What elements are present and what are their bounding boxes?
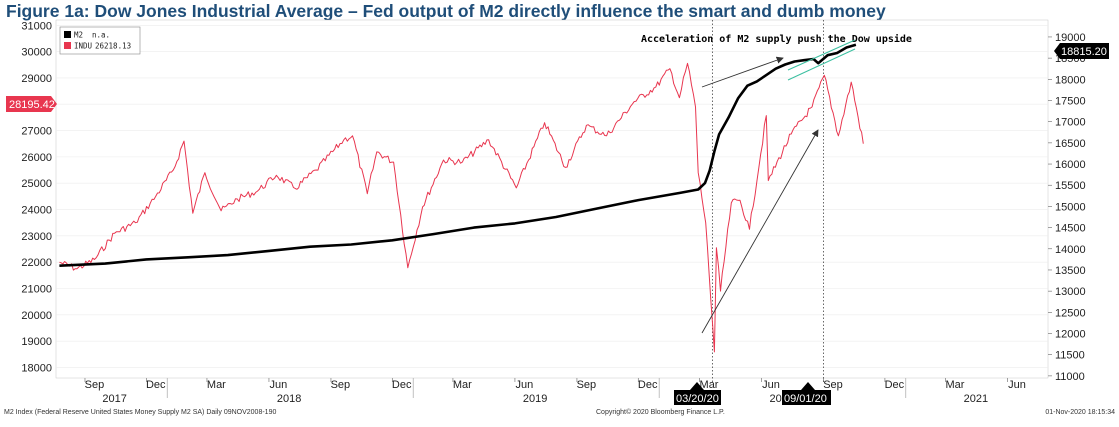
y-right-tick-label: 16500 [1055, 138, 1086, 150]
x-month-label: Mar [207, 379, 226, 391]
y-right-tick-label: 16000 [1055, 159, 1086, 171]
left-axis: 3100030000290002800027000260002500024000… [21, 20, 52, 374]
series-lines [59, 43, 864, 353]
x-month-label: Mar [946, 379, 965, 391]
right-value-flag: 18815.20 [1061, 46, 1107, 58]
arrow-m2-acceleration [701, 56, 784, 88]
y-right-tick-label: 17500 [1055, 95, 1086, 107]
y-right-tick-label: 18000 [1055, 74, 1086, 86]
legend-swatch-indu [64, 42, 71, 49]
y-right-tick-label: 19000 [1055, 32, 1086, 44]
footer-left: M2 Index (Federal Reserve United States … [4, 409, 276, 416]
x-month-label: Mar [453, 379, 472, 391]
footer-right: 01-Nov-2020 18:15:34 [1045, 409, 1115, 416]
y-left-tick-label: 19000 [21, 336, 52, 348]
x-month-label: Sep [85, 379, 105, 391]
y-left-tick-label: 29000 [21, 73, 52, 85]
legend-value-m2: n.a. [92, 31, 110, 40]
y-right-tick-label: 15500 [1055, 180, 1086, 192]
y-left-tick-label: 31000 [21, 20, 52, 32]
y-left-tick-label: 30000 [21, 47, 52, 59]
legend-label-indu: INDU [74, 42, 92, 51]
y-left-tick-label: 18000 [21, 362, 52, 374]
annotation-text: Acceleration of M2 supply push the Dow u… [641, 33, 912, 45]
date1-flag: 03/20/20 [676, 393, 719, 405]
y-right-tick-label: 15000 [1055, 201, 1086, 213]
grid [56, 24, 1048, 368]
y-left-tick-label: 23000 [21, 231, 52, 243]
y-right-tick-label: 12500 [1055, 307, 1086, 319]
right-axis: 19000 18500 18000 17500 17000 16500 16000 15500… [1048, 32, 1086, 383]
y-left-tick-label: 24000 [21, 205, 52, 217]
channel-upper [787, 39, 856, 71]
y-left-tick-label: 22000 [21, 257, 52, 269]
annotations: Acceleration of M2 supply push the Dow u… [641, 33, 912, 334]
x-month-label: Sep [823, 379, 843, 391]
y-right-tick-label: 17000 [1055, 117, 1086, 129]
legend-label-m2: M2 [74, 31, 83, 40]
m2-series-line [59, 43, 857, 267]
footer: M2 Index (Federal Reserve United States … [4, 408, 1115, 416]
flags: 28195.42 18815.20 03/20/20 09/01/20 [6, 43, 1109, 405]
plot-area [55, 19, 1049, 379]
date2-flag-shape [782, 382, 831, 405]
x-year-label: 2019 [523, 393, 547, 405]
y-right-tick-label: 14000 [1055, 244, 1086, 256]
y-right-tick-label: 18500 [1055, 53, 1086, 65]
x-axis-months: Sep Dec Mar Jun Sep Dec Mar Jun Sep Dec Mar Jun Sep D… [85, 378, 1026, 391]
y-right-tick-label: 13500 [1055, 265, 1086, 277]
x-month-label: Dec [146, 379, 166, 391]
y-right-tick-label: 14500 [1055, 223, 1086, 235]
y-right-tick-label: 13000 [1055, 286, 1086, 298]
y-right-tick-label: 12000 [1055, 329, 1086, 341]
x-month-label: Jun [762, 379, 780, 391]
left-value-flag: 28195.42 [9, 99, 55, 111]
date2-flag: 09/01/20 [784, 393, 827, 405]
x-month-label: Sep [331, 379, 351, 391]
x-month-label: Dec [885, 379, 905, 391]
legend-swatch-m2 [64, 31, 71, 38]
figure-title: Figure 1a: Dow Jones Industrial Average … [6, 1, 886, 21]
legend: M2 n.a. INDU 26218.13 [59, 26, 141, 55]
left-value-flag-shape [6, 96, 57, 112]
x-axis-years: 2017 2018 2019 2020 2021 [102, 378, 988, 405]
legend-value-indu: 26218.13 [95, 42, 131, 51]
indu-series-line [59, 62, 864, 353]
arrow-dow-upside [701, 129, 819, 334]
x-month-label: Jun [515, 379, 533, 391]
x-year-label: 2017 [102, 393, 126, 405]
x-year-label: 2021 [964, 393, 988, 405]
x-year-label: 2018 [277, 393, 301, 405]
y-right-tick-label: 11000 [1055, 371, 1085, 383]
y-left-tick-label: 21000 [21, 284, 52, 296]
x-month-label: Dec [638, 379, 658, 391]
x-month-label: Sep [577, 379, 597, 391]
y-left-tick-label: 26000 [21, 152, 52, 164]
x-month-label: Mar [700, 379, 719, 391]
y-left-tick-label: 20000 [21, 310, 52, 322]
x-month-label: Dec [392, 379, 412, 391]
y-right-tick-label: 11500 [1055, 350, 1085, 362]
y-left-tick-label: 25000 [21, 178, 52, 190]
footer-center: Copyright© 2020 Bloomberg Finance L.P. [596, 408, 725, 416]
x-month-label: Jun [1008, 379, 1026, 391]
right-value-flag-shape [1054, 43, 1109, 59]
channel-lower [787, 48, 856, 81]
y-left-tick-label: 27000 [21, 126, 52, 138]
x-month-label: Jun [270, 379, 288, 391]
date1-flag-shape [674, 382, 721, 405]
